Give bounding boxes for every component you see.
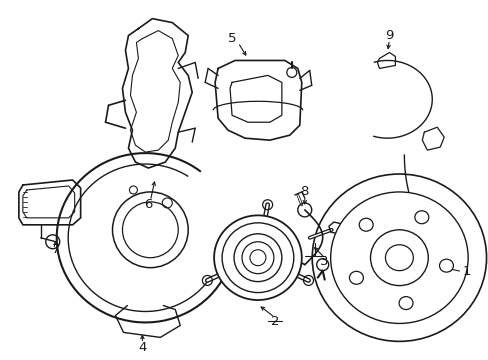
Text: 6: 6 <box>144 198 152 211</box>
Text: 7: 7 <box>51 243 60 256</box>
Ellipse shape <box>222 223 293 293</box>
Ellipse shape <box>414 211 428 224</box>
Text: 3: 3 <box>320 255 328 268</box>
Ellipse shape <box>439 259 452 272</box>
Ellipse shape <box>330 192 467 323</box>
Ellipse shape <box>398 297 412 310</box>
Ellipse shape <box>385 245 412 271</box>
Text: 9: 9 <box>385 29 393 42</box>
Text: 2: 2 <box>270 315 279 328</box>
Ellipse shape <box>359 218 372 231</box>
Ellipse shape <box>312 174 486 341</box>
Ellipse shape <box>349 271 363 284</box>
Ellipse shape <box>370 230 427 285</box>
Text: 1: 1 <box>462 265 470 278</box>
Text: 4: 4 <box>138 341 146 354</box>
Ellipse shape <box>214 215 301 300</box>
Text: 8: 8 <box>300 185 308 198</box>
Text: 5: 5 <box>227 32 236 45</box>
